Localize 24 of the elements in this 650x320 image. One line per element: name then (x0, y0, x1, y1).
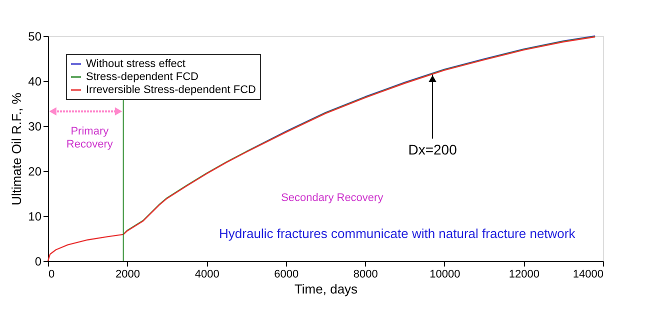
y-tick-label: 20 (28, 164, 42, 178)
line-series (47, 36, 596, 262)
annotation: Dx=200 (408, 142, 458, 158)
x-tick-label: 2000 (116, 268, 140, 280)
x-tick-label: 4000 (194, 268, 220, 280)
x-tick-label: 0 (48, 268, 55, 280)
annotation: Hydraulic fractures communicate with natural fracture network (219, 226, 576, 241)
x-axis-title: Time, days (294, 282, 358, 296)
legend-label: Without stress effect (86, 58, 186, 70)
y-tick-label: 0 (34, 254, 42, 268)
y-tick-label: 30 (28, 120, 42, 134)
x-tick-label: 14000 (572, 268, 604, 280)
y-tick-label: 40 (28, 74, 42, 88)
x-tick-label: 12000 (508, 268, 540, 280)
x-tick-label: 6000 (274, 268, 299, 280)
y-tick-label: 10 (28, 210, 42, 224)
annotation: Primary Recovery (66, 125, 114, 150)
annotation: Secondary Recovery (281, 192, 384, 204)
x-tick-label: 10000 (430, 268, 460, 280)
y-axis-title: Ultimate Oil R.F., % (9, 92, 24, 206)
legend-label: Stress-dependent FCD (86, 71, 199, 83)
legend-label: Irreversible Stress-dependent FCD (86, 84, 256, 96)
x-tick-label: 8000 (353, 268, 378, 280)
y-tick-label: 50 (28, 30, 42, 44)
